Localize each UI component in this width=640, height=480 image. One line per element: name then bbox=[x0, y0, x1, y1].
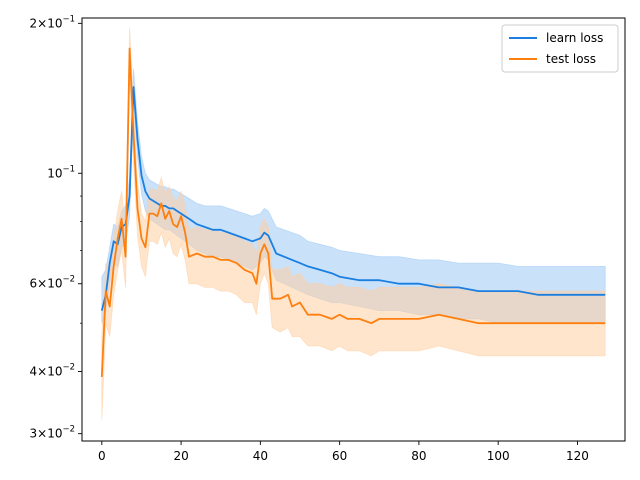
x-tick-label: 20 bbox=[173, 449, 188, 463]
x-tick-label: 120 bbox=[566, 449, 589, 463]
legend-label: test loss bbox=[546, 52, 596, 66]
y-tick-label: 3×10−2 bbox=[30, 425, 76, 441]
learn-loss-line bbox=[100, 86, 606, 311]
y-tick-label: 4×10−2 bbox=[30, 362, 76, 378]
y-tick-label: 6×10−2 bbox=[30, 275, 76, 291]
test-loss-line bbox=[100, 47, 606, 377]
x-tick-label: 80 bbox=[411, 449, 426, 463]
legend-box bbox=[501, 24, 619, 73]
x-tick-label: 40 bbox=[253, 449, 268, 463]
x-tick-label: 100 bbox=[487, 449, 510, 463]
x-tick-label: 0 bbox=[98, 449, 106, 463]
y-tick-label: 10−1 bbox=[47, 164, 75, 180]
series-lines bbox=[100, 47, 606, 377]
legend-label: learn loss bbox=[546, 31, 603, 45]
y-tick-label: 2×10−1 bbox=[30, 14, 76, 30]
legend: learn loss test loss bbox=[501, 24, 619, 73]
plot-frame bbox=[81, 17, 626, 442]
y-axis: 2×10−1 10−1 6×10−2 4×10−2 3×10−2 bbox=[30, 14, 82, 441]
x-tick-label: 60 bbox=[332, 449, 347, 463]
test-loss-band bbox=[101, 27, 606, 420]
x-axis: 0 20 40 60 80 100 120 bbox=[98, 441, 589, 463]
